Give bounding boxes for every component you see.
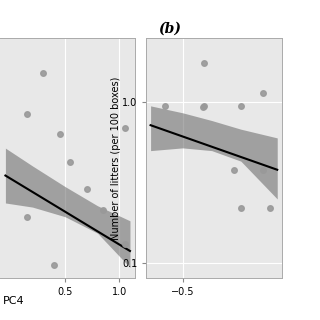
Point bbox=[84, 187, 89, 192]
Point bbox=[231, 167, 236, 172]
Point bbox=[268, 205, 273, 211]
Text: (b): (b) bbox=[158, 22, 181, 36]
Point bbox=[41, 70, 46, 75]
Point bbox=[57, 132, 62, 137]
Point bbox=[100, 207, 106, 212]
Point bbox=[238, 205, 244, 211]
Text: PC4: PC4 bbox=[3, 296, 25, 306]
Point bbox=[200, 105, 205, 110]
Point bbox=[260, 90, 265, 95]
Point bbox=[25, 111, 30, 116]
Point bbox=[68, 159, 73, 164]
Point bbox=[122, 125, 127, 130]
Point bbox=[238, 103, 244, 108]
Y-axis label: Number of litters (per 100 boxes): Number of litters (per 100 boxes) bbox=[111, 77, 121, 240]
Point bbox=[163, 103, 168, 108]
Point bbox=[52, 262, 57, 267]
Point bbox=[122, 242, 127, 247]
Point bbox=[202, 103, 207, 108]
Point bbox=[260, 167, 265, 172]
Point bbox=[202, 61, 207, 66]
Point bbox=[25, 214, 30, 219]
